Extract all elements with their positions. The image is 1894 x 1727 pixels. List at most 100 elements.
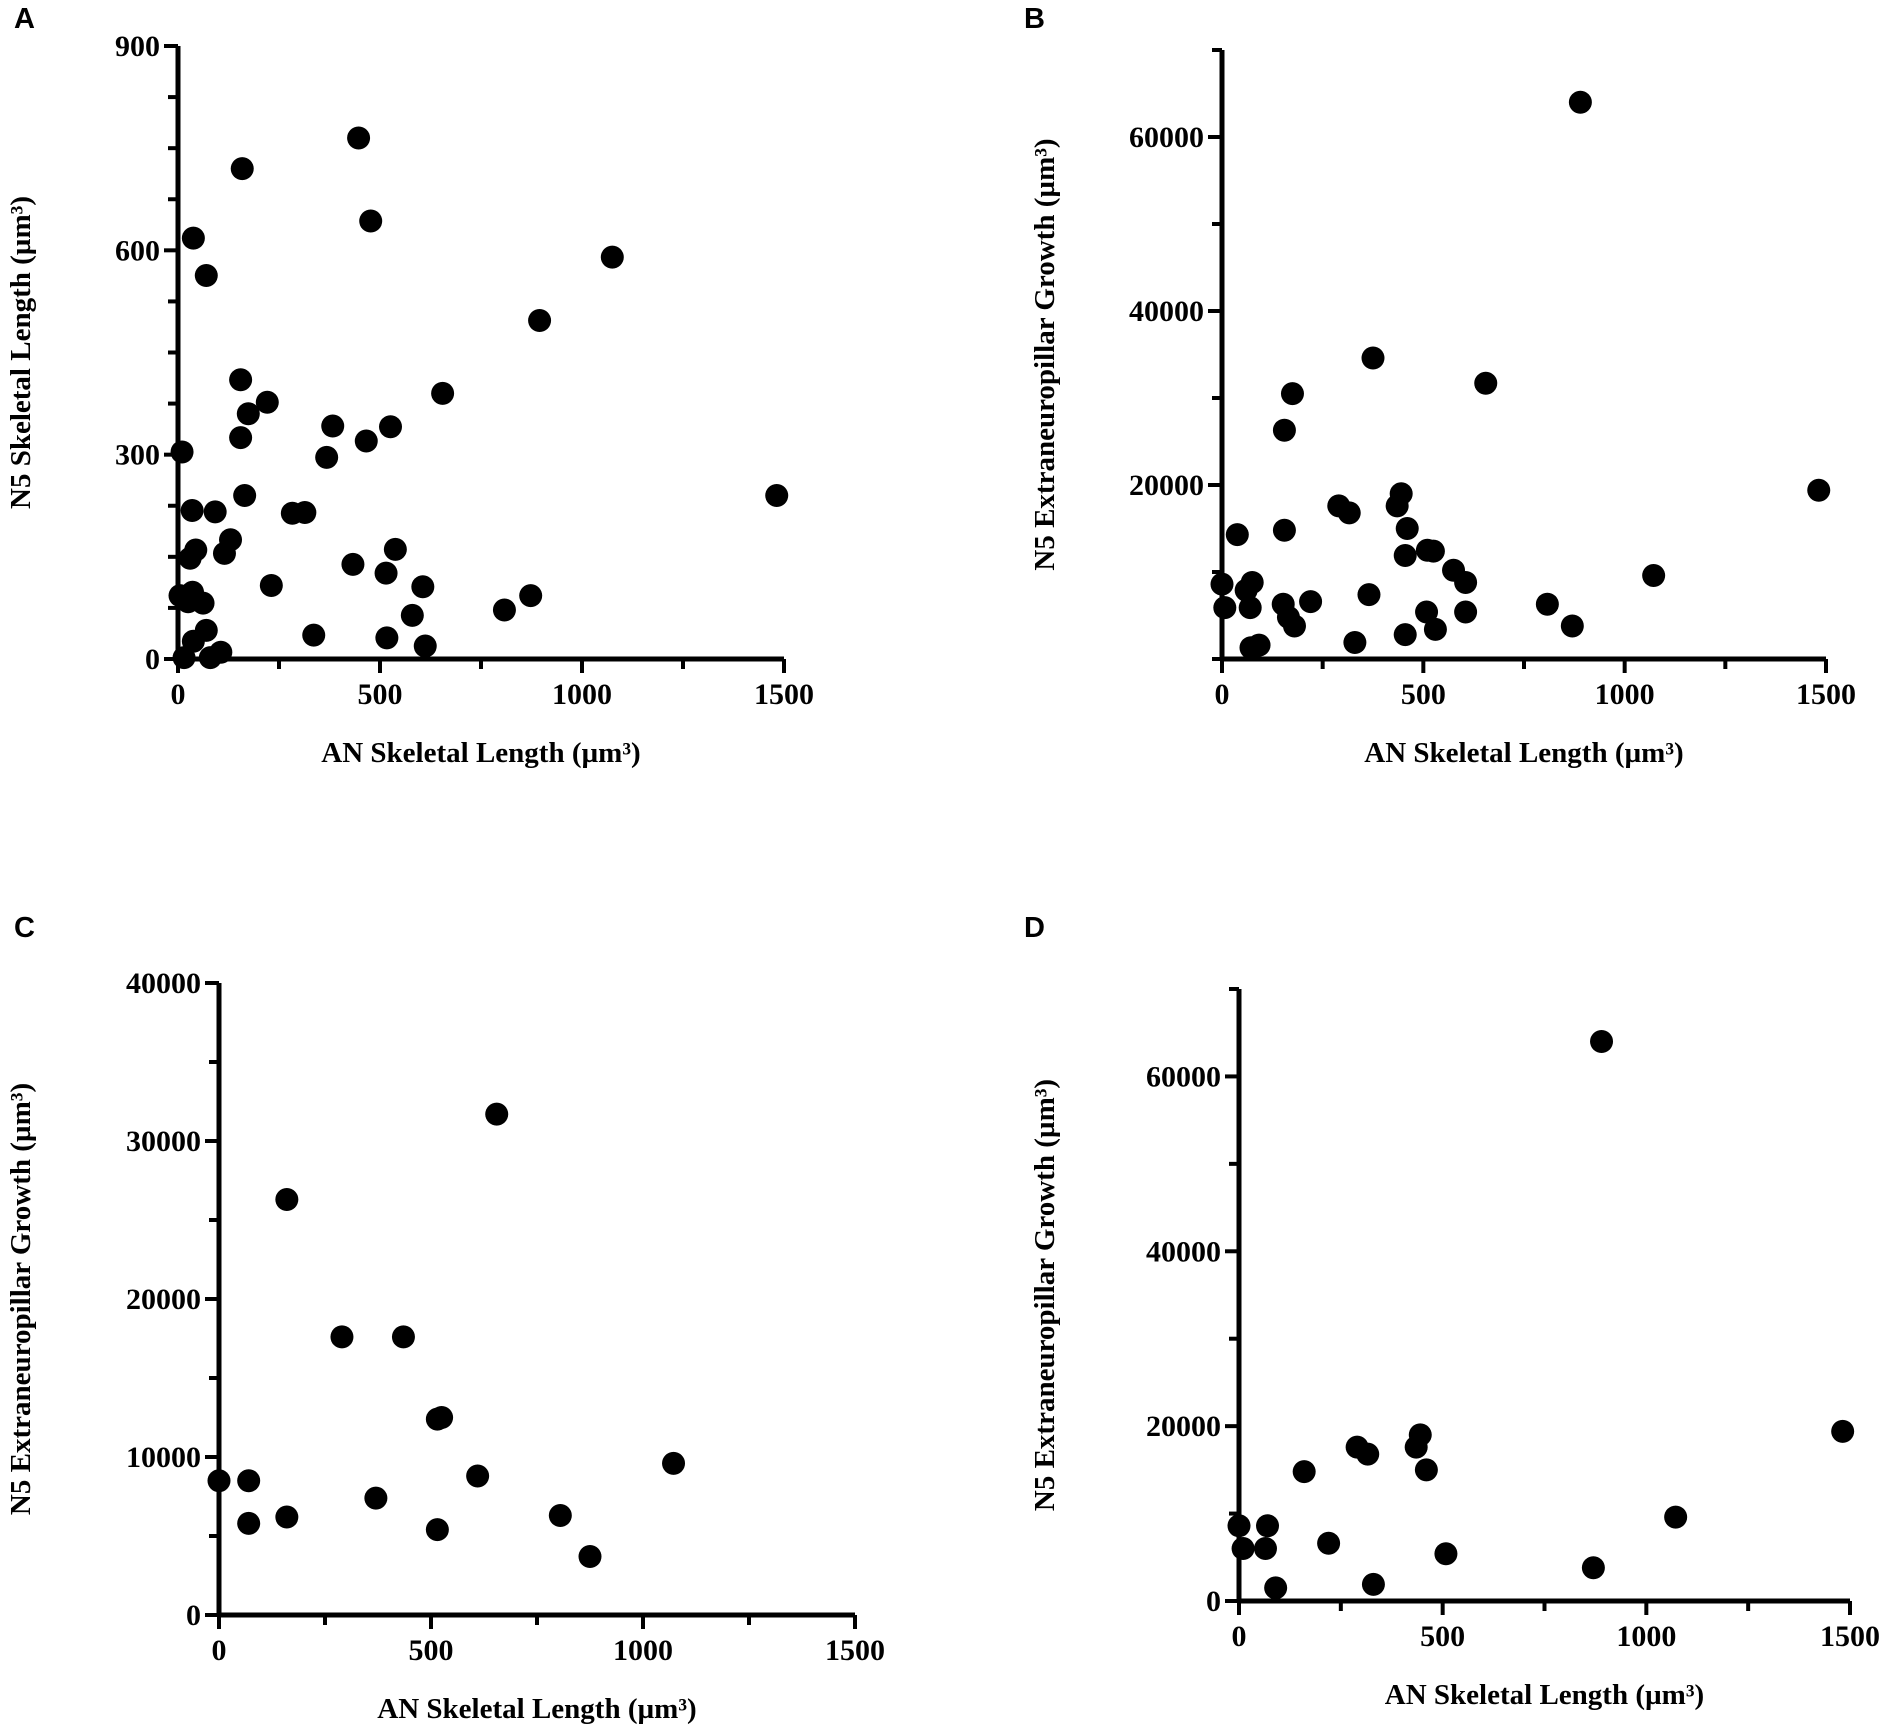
data-point <box>383 537 407 561</box>
data-point <box>1474 371 1498 395</box>
data-point <box>255 390 279 414</box>
data-point <box>1415 538 1439 562</box>
data-point <box>548 1503 572 1527</box>
panel-letter: D <box>1024 912 1045 944</box>
x-tick-label: 1000 <box>1595 678 1655 711</box>
data-point <box>230 157 254 181</box>
x-tick-label: 0 <box>1215 678 1230 711</box>
data-point <box>425 1518 449 1542</box>
data-point <box>1568 90 1592 114</box>
data-point <box>1317 1531 1341 1555</box>
data-point <box>237 1511 261 1535</box>
data-point <box>1581 1556 1605 1580</box>
data-point <box>662 1451 686 1475</box>
data-point <box>1264 1576 1288 1600</box>
data-point <box>374 561 398 585</box>
data-point <box>1404 1435 1428 1459</box>
data-point <box>275 1505 299 1529</box>
data-point <box>229 368 253 392</box>
data-point <box>237 1469 261 1493</box>
panel-d: D 0 500 1000 1500 0 20000 40000 60000 AN Skeleta… <box>1024 912 1880 1711</box>
data-point <box>212 541 236 565</box>
y-tick-label: 40000 <box>1146 1235 1221 1268</box>
data-point <box>466 1464 490 1488</box>
data-point <box>181 226 205 250</box>
data-point <box>492 598 516 622</box>
x-tick-label: 0 <box>1232 1620 1247 1653</box>
y-tick-label: 0 <box>1206 1585 1221 1618</box>
y-tick-label: 10000 <box>126 1441 201 1474</box>
data-point <box>1642 563 1666 587</box>
data-point <box>347 126 371 150</box>
x-tick-label: 1000 <box>613 1634 673 1667</box>
y-tick-label: 20000 <box>1146 1410 1221 1443</box>
data-point <box>194 264 218 288</box>
y-tick-label: 300 <box>115 439 160 472</box>
panel-b: B 0 500 1000 1500 20000 40000 60000 AN Skeletal… <box>1024 3 1856 769</box>
panel-a: A 0 500 1000 1500 0 300 600 900 AN Skeletal Leng… <box>5 3 814 769</box>
x-tick-label: 0 <box>212 1634 227 1667</box>
data-point <box>1227 1514 1251 1538</box>
data-point <box>1434 1542 1458 1566</box>
panel-letter: B <box>1024 3 1045 35</box>
data-point <box>1590 1029 1614 1053</box>
y-tick-label: 40000 <box>126 967 201 1000</box>
x-tick-label: 500 <box>358 678 403 711</box>
panel-letter: A <box>14 3 35 35</box>
data-point <box>1239 636 1263 660</box>
x-axis-label: AN Skeletal Length (µm³) <box>1385 1679 1704 1711</box>
data-point <box>1385 494 1409 518</box>
data-point <box>1231 1537 1255 1561</box>
data-point <box>1282 614 1306 638</box>
data-point <box>600 245 624 269</box>
y-axis-label: N5 Extraneuropillar Growth (µm³) <box>1029 138 1061 570</box>
data-point <box>375 626 399 650</box>
data-point <box>229 426 253 450</box>
data-point <box>170 440 194 464</box>
data-point <box>315 445 339 469</box>
data-point <box>191 591 215 615</box>
data-point <box>1535 592 1559 616</box>
data-point <box>178 546 202 570</box>
y-tick-label: 60000 <box>1129 121 1204 154</box>
data-point <box>1299 590 1323 614</box>
y-axis-label: N5 Extraneuropillar Growth (µm³) <box>1029 1079 1061 1511</box>
data-point <box>233 484 257 508</box>
data-point <box>180 499 204 523</box>
data-point <box>400 603 424 627</box>
data-point <box>1414 1458 1438 1482</box>
data-point <box>293 501 317 525</box>
x-tick-label: 500 <box>409 1634 454 1667</box>
data-point <box>379 415 403 439</box>
y-tick-label: 900 <box>115 30 160 63</box>
data-point <box>1256 1514 1280 1538</box>
y-tick-label: 30000 <box>126 1125 201 1158</box>
y-tick-label: 600 <box>115 234 160 267</box>
data-point <box>1395 517 1419 540</box>
x-tick-label: 0 <box>171 678 186 711</box>
data-point <box>1213 596 1237 620</box>
data-point <box>321 414 345 438</box>
data-point <box>1253 1537 1277 1561</box>
data-point <box>1454 600 1478 624</box>
data-point <box>1357 583 1381 607</box>
data-point <box>330 1325 354 1349</box>
data-point <box>1272 418 1296 442</box>
data-point <box>359 209 383 233</box>
data-point <box>275 1187 299 1211</box>
data-point <box>578 1545 602 1569</box>
panel-letter: C <box>14 912 35 944</box>
x-tick-label: 500 <box>1401 678 1446 711</box>
x-tick-label: 1000 <box>552 678 612 711</box>
data-point <box>1361 346 1385 370</box>
data-point <box>1393 623 1417 647</box>
x-axis-label: AN Skeletal Length (µm³) <box>1364 737 1683 769</box>
y-axis-label: N5 Extraneuropillar Growth (µm³) <box>5 1083 37 1515</box>
data-point <box>1292 1460 1316 1484</box>
data-point <box>1361 1572 1385 1596</box>
y-tick-label: 0 <box>186 1599 201 1632</box>
data-point <box>364 1486 388 1510</box>
data-point <box>302 623 326 647</box>
y-tick-label: 40000 <box>1129 295 1204 328</box>
